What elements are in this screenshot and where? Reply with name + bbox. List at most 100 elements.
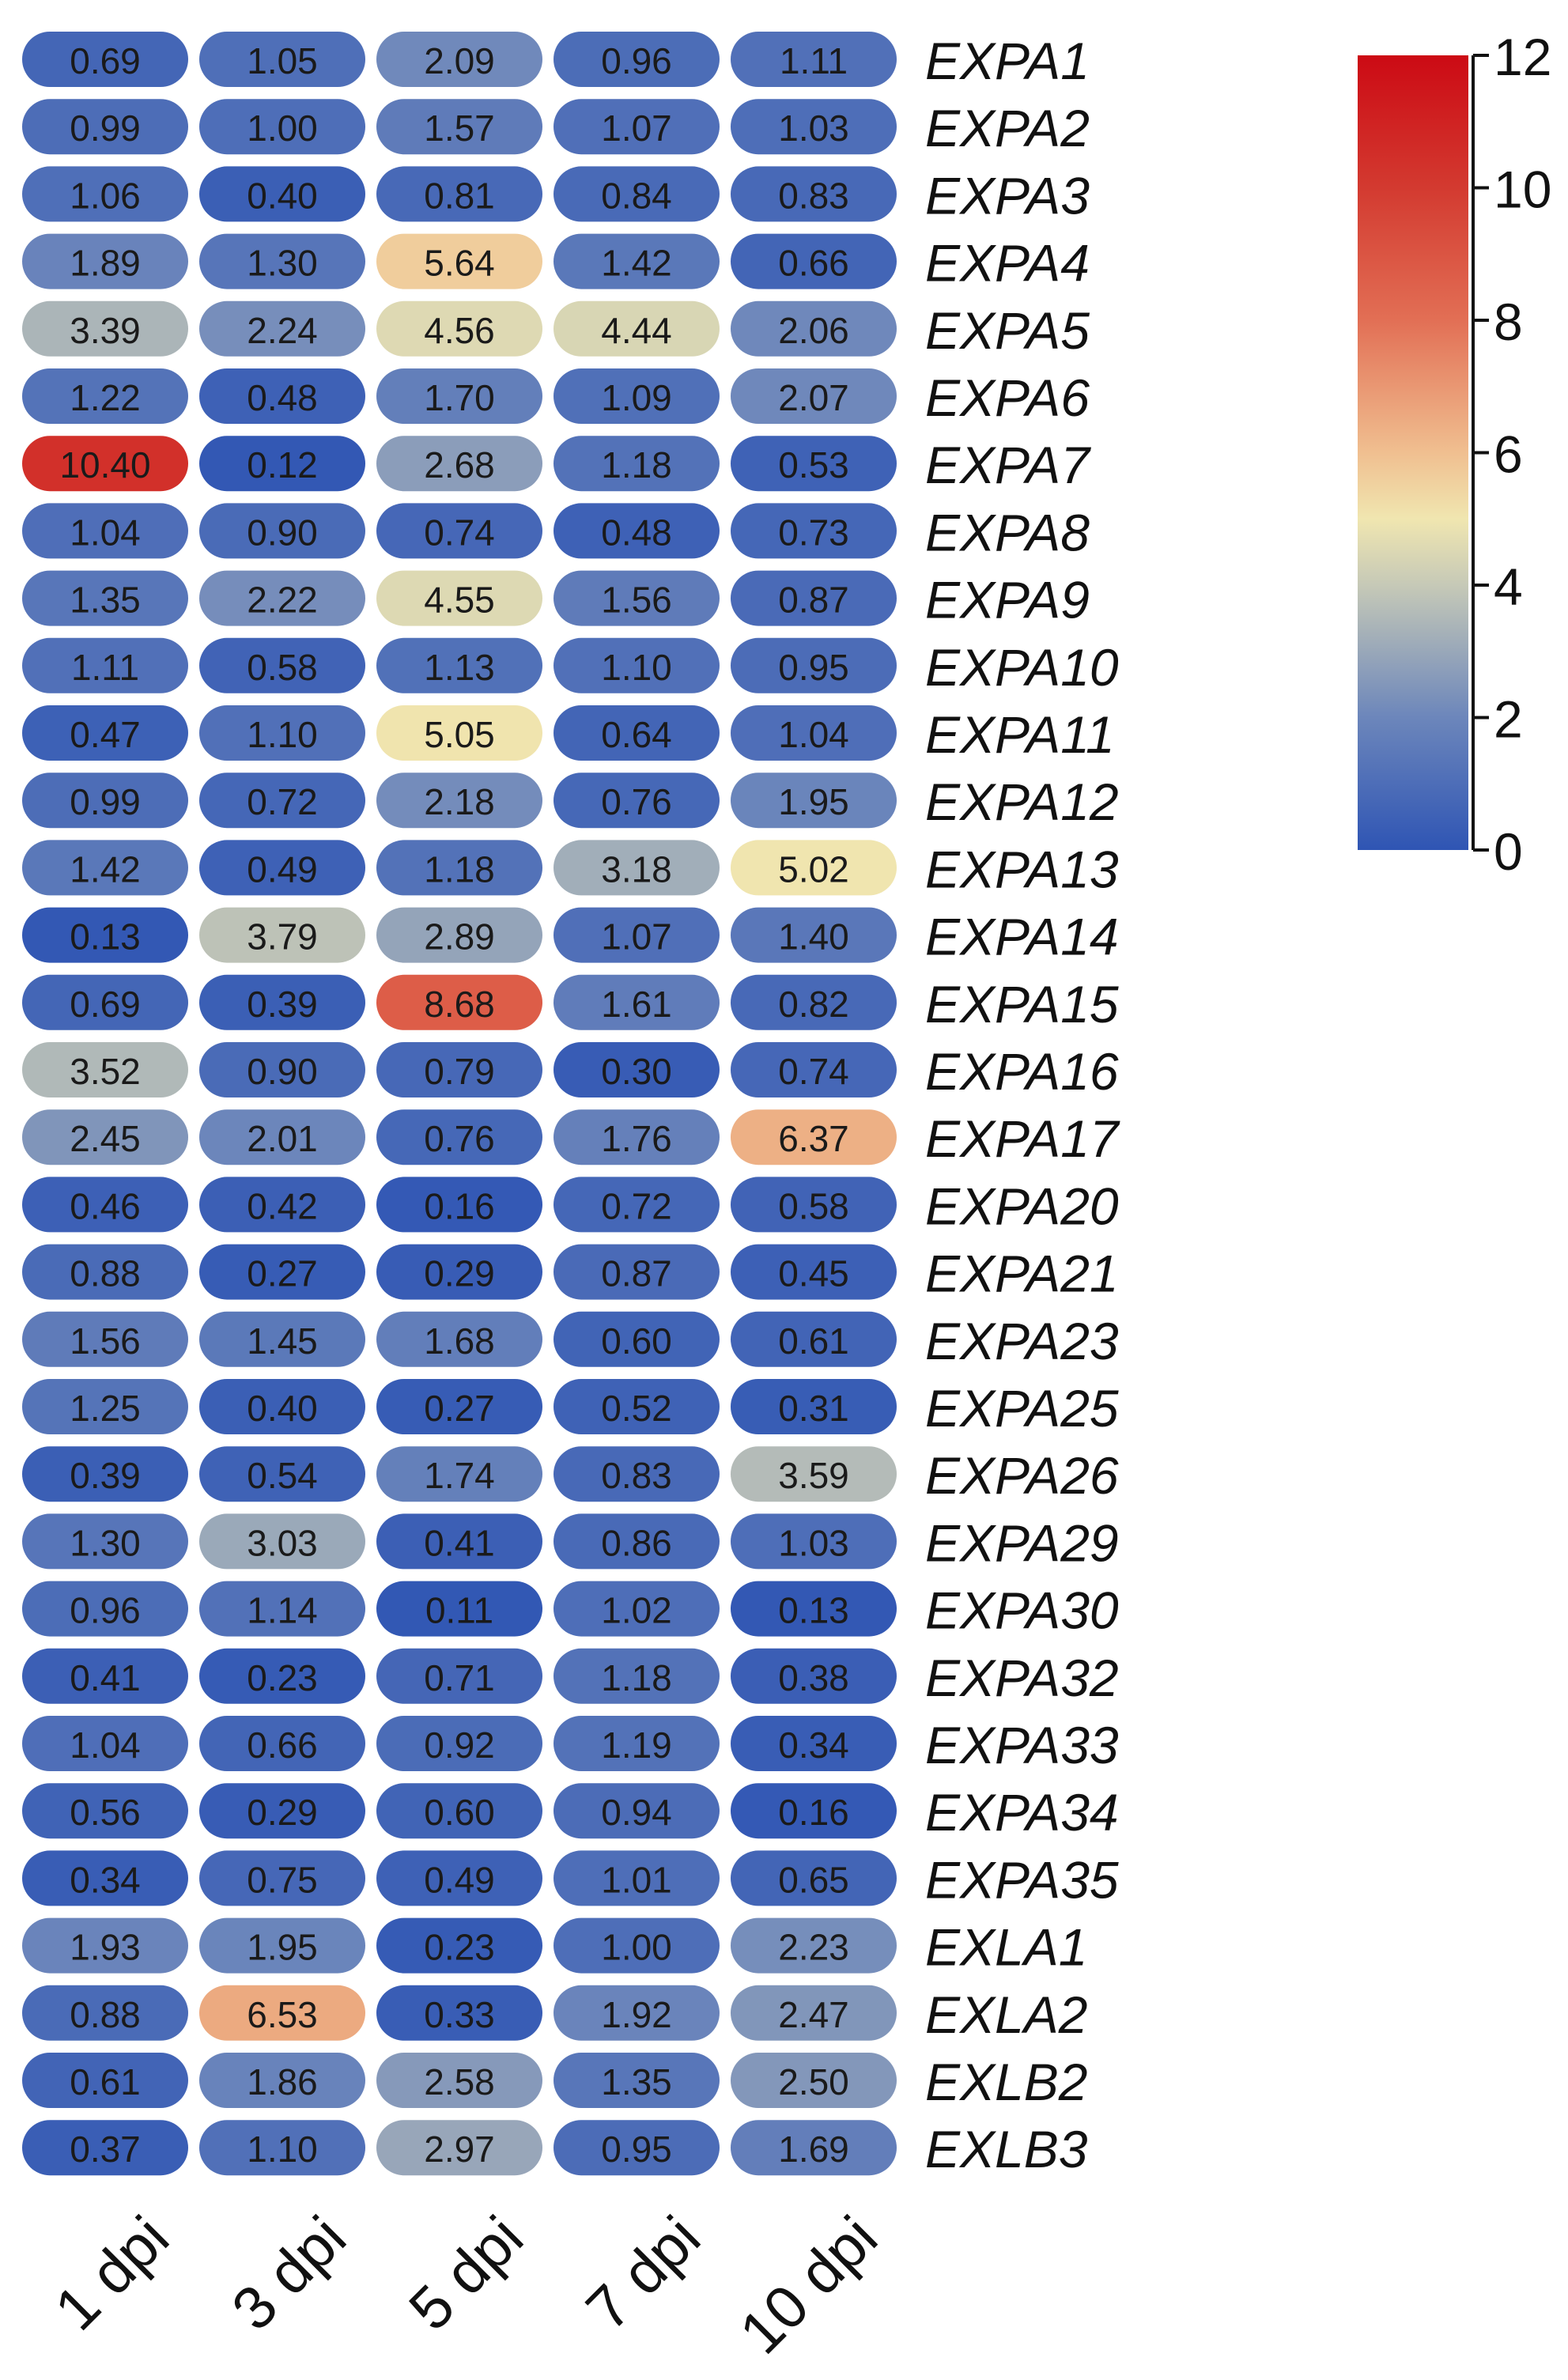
heatmap-cell: [731, 1379, 897, 1434]
heatmap-cell: [554, 1379, 720, 1434]
color-scale-tick-label: 10: [1494, 161, 1551, 219]
cell-value-label: 0.71: [424, 1657, 495, 1698]
row-label: EXPA5: [925, 301, 1090, 360]
cell-value-label: 3.52: [70, 1051, 141, 1092]
cell-value-label: 2.47: [778, 1994, 849, 2035]
heatmap-cell: [376, 907, 542, 963]
cell-value-label: 2.89: [424, 916, 495, 958]
row-labels: EXPA1 EXPA2 EXPA3 EXPA4 EXPA5 EXPA6 EXPA7 EXPA8…: [925, 32, 1120, 2178]
cell-value-label: 0.66: [778, 243, 849, 284]
cell-value-label: 2.07: [778, 377, 849, 418]
heatmap-cell: [554, 1783, 720, 1839]
heatmap-cell: [554, 1917, 720, 1974]
heatmap-cell: [554, 773, 720, 829]
heatmap-cell: [376, 233, 542, 289]
cell-value-label: 0.47: [70, 714, 141, 755]
cell-value-label: 0.30: [601, 1051, 672, 1092]
heatmap-cell: [554, 2120, 720, 2176]
heatmap-cell: [199, 503, 365, 559]
heatmap-cell: [199, 1783, 365, 1839]
row-label: EXPA33: [925, 1716, 1119, 1774]
row-label: EXPA17: [925, 1109, 1120, 1168]
heatmap-cell: [376, 570, 542, 626]
cell-value-label: 0.12: [247, 444, 318, 485]
heatmap-cell: [22, 1446, 188, 1502]
heatmap-cell: [731, 2053, 897, 2108]
cell-value-label: 0.92: [424, 1725, 495, 1766]
cell-value-label: 0.48: [247, 377, 318, 418]
heatmap-cell: [554, 233, 720, 289]
heatmap-cell: [199, 974, 365, 1030]
cell-value-label: 1.45: [247, 1320, 318, 1362]
cell-value-label: 0.39: [70, 1455, 141, 1496]
heatmap-cell: [22, 637, 188, 693]
cell-value-label: 0.48: [601, 512, 672, 553]
cell-value-label: 1.70: [424, 377, 495, 418]
heatmap-cell: [376, 1513, 542, 1570]
cell-value-label: 1.04: [70, 1725, 141, 1766]
heatmap-cell: [22, 1042, 188, 1097]
cell-value-label: 3.18: [601, 848, 672, 890]
heatmap-cell: [199, 300, 365, 357]
heatmap-cell: [376, 705, 542, 761]
heatmap-cell: [731, 503, 897, 559]
row-label: EXPA10: [925, 638, 1119, 697]
row-label: EXPA13: [925, 840, 1119, 898]
cell-value-label: 1.25: [70, 1388, 141, 1429]
heatmap-cell: [376, 773, 542, 829]
cell-value-label: 1.10: [247, 714, 318, 755]
heatmap-cell: [376, 166, 542, 222]
row-label: EXPA2: [925, 99, 1090, 157]
cell-value-label: 1.18: [601, 444, 672, 485]
cell-value-label: 0.53: [778, 444, 849, 485]
row-label: EXPA14: [925, 908, 1119, 966]
heatmap-cell: [199, 1446, 365, 1502]
heatmap-cell: [376, 368, 542, 424]
cell-value-label: 0.23: [424, 1927, 495, 1968]
cell-value-label: 2.50: [778, 2061, 849, 2102]
heatmap-cell: [554, 2053, 720, 2108]
heatmap-cell: [376, 1985, 542, 2041]
cell-value-label: 0.42: [247, 1185, 318, 1226]
heatmap-cell: [199, 1311, 365, 1367]
row-label: EXLB3: [925, 2120, 1088, 2178]
cell-value-label: 1.18: [424, 848, 495, 890]
heatmap-cell: [22, 436, 188, 492]
heatmap-cell: [199, 1109, 365, 1165]
cell-value-label: 2.68: [424, 444, 495, 485]
cell-value-label: 0.45: [778, 1253, 849, 1294]
cell-value-label: 0.29: [247, 1792, 318, 1833]
heatmap-cell: [731, 300, 897, 357]
row-label: EXPA4: [925, 234, 1090, 293]
heatmap-cell: [199, 2120, 365, 2176]
cell-value-label: 0.56: [70, 1792, 141, 1833]
heatmap-cell: [376, 1177, 542, 1233]
heatmap-cell: [22, 840, 188, 896]
cell-value-label: 1.10: [247, 2129, 318, 2170]
heatmap-cell: [199, 637, 365, 693]
heatmap-cell: [554, 1244, 720, 1300]
heatmap-cell: [376, 99, 542, 155]
heatmap-cell: [554, 1311, 720, 1367]
heatmap-cell: [731, 2120, 897, 2176]
cell-value-label: 0.60: [601, 1320, 672, 1362]
cell-value-label: 1.89: [70, 243, 141, 284]
heatmap-cell: [554, 368, 720, 424]
heatmap-cell: [22, 1850, 188, 1906]
row-label: EXLA1: [925, 1918, 1087, 1977]
heatmap-cell: [554, 1446, 720, 1502]
heatmap-cells: 0.69 1.05 2.09 0.96 1.11 0.99 1.00 1.57 1.07 1.03…: [22, 32, 897, 2176]
cell-value-label: 0.40: [247, 175, 318, 216]
cell-value-label: 2.06: [778, 310, 849, 351]
row-label: EXLB2: [925, 2053, 1087, 2111]
cell-value-label: 1.04: [70, 512, 141, 553]
cell-value-label: 2.01: [247, 1118, 318, 1159]
cell-value-label: 0.31: [778, 1388, 849, 1429]
row-label: EXPA35: [925, 1850, 1119, 1909]
cell-value-label: 1.95: [778, 781, 849, 822]
cell-value-label: 3.39: [70, 310, 141, 351]
heatmap-cell: [554, 300, 720, 357]
cell-value-label: 0.84: [601, 175, 672, 216]
heatmap-cell: [376, 1917, 542, 1974]
heatmap-cell: [731, 1917, 897, 1974]
